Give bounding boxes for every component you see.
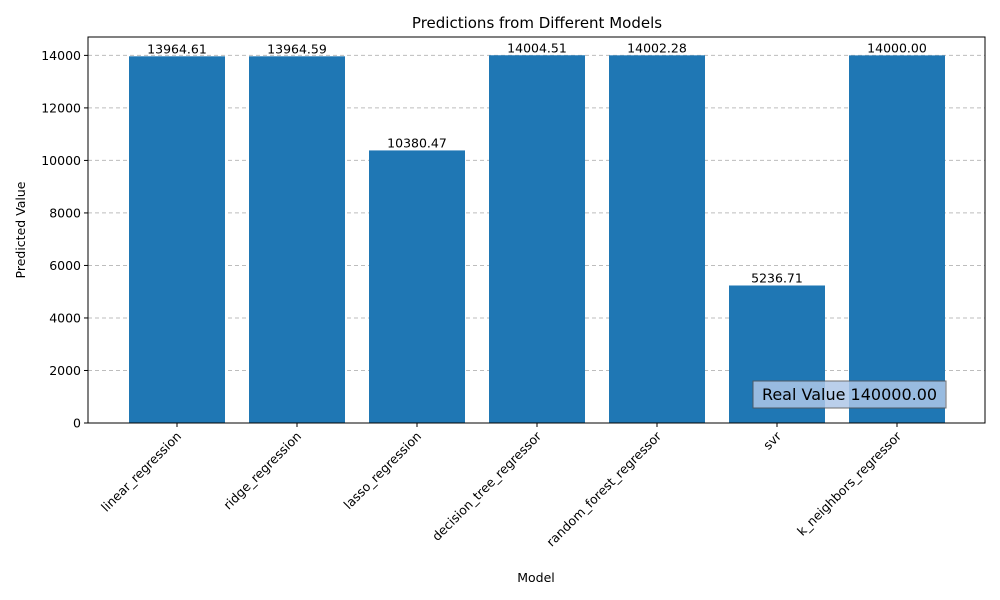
bar [249,56,345,424]
y-tick-label: 6000 [49,258,81,273]
y-tick-label: 14000 [41,48,81,63]
x-axis-ticks: linear_regression ridge_regression lasso_r… [98,423,905,549]
bar-value-label: 14004.51 [507,40,567,55]
annotation-text: Real Value 140000.00 [762,385,937,404]
bar [609,55,705,424]
x-tick-label: ridge_regression [220,429,304,513]
y-tick-label: 8000 [49,205,81,220]
bar-value-label: 10380.47 [387,135,447,150]
bar-value-label: 5236.71 [751,270,803,285]
y-tick-label: 12000 [41,100,81,115]
bars [129,55,945,424]
bar-value-label: 14000.00 [867,40,927,55]
y-tick-label: 10000 [41,153,81,168]
bar-value-labels: 13964.61 13964.59 10380.47 14004.51 14002.28… [147,40,927,285]
x-tick-label: lasso_regression [341,429,425,513]
x-tick-label: decision_tree_regressor [429,428,545,544]
x-tick-label: linear_regression [98,429,184,515]
x-tick-label: k_neighbors_regressor [794,428,905,539]
annotation-box [752,380,947,409]
x-tick-label: svr [760,428,785,453]
y-tick-label: 4000 [49,310,81,325]
bar-value-label: 13964.61 [147,41,207,56]
bar-value-label: 14002.28 [627,40,687,55]
x-axis-title: Model [517,570,555,585]
bar [489,55,585,424]
y-tick-label: 0 [73,416,81,431]
bar [129,56,225,423]
y-axis-ticks: 0 2000 4000 6000 8000 10000 12000 14000 [41,48,88,431]
bar [849,55,945,423]
y-axis-title: Predicted Value [13,181,28,278]
real-value-annotation: Real Value 140000.00 [752,380,947,409]
bar [369,150,465,424]
y-tick-label: 2000 [49,363,81,378]
chart-title: Predictions from Different Models [412,14,662,32]
bar-value-label: 13964.59 [267,41,327,56]
x-tick-label: random_forest_regressor [543,428,664,549]
